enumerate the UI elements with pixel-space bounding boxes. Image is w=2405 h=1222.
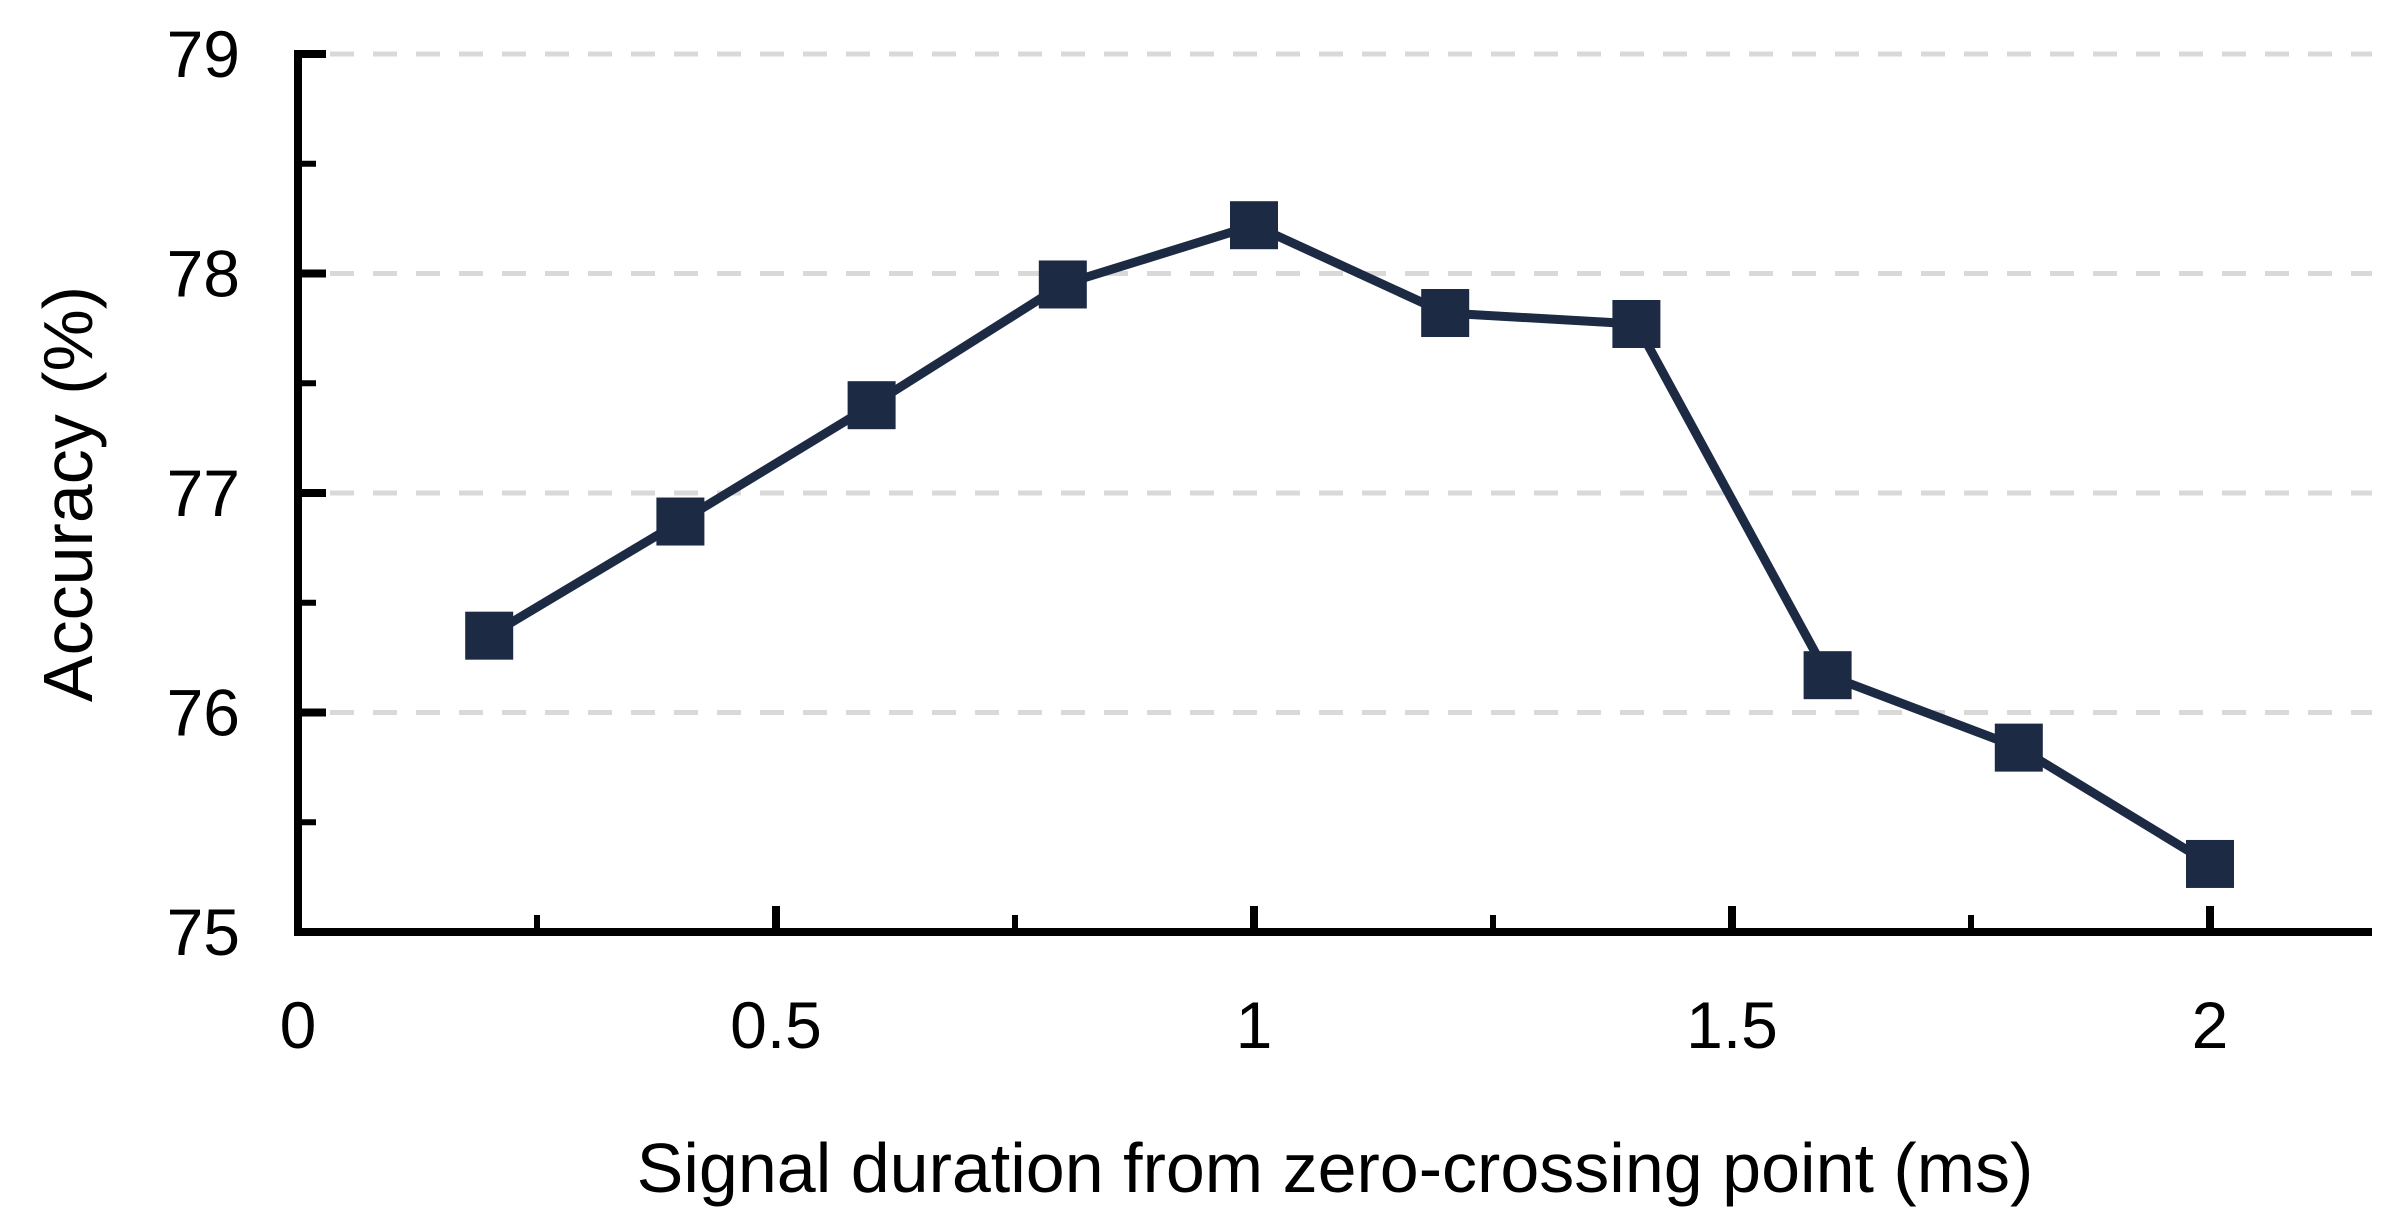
data-point-marker-1 xyxy=(1230,201,1278,250)
data-point-marker-1.4 xyxy=(1612,299,1661,348)
x-tick-label-2: 2 xyxy=(2192,988,2229,1062)
data-point-marker-0.6 xyxy=(847,381,896,430)
tick-labels-group: 75 76 77 78 79 0 0.5 1 1.5 2 xyxy=(167,17,2229,1062)
data-point-marker-0.2 xyxy=(465,611,514,660)
y-tick-label-79: 79 xyxy=(167,17,240,91)
data-point-marker-1.6 xyxy=(1803,651,1852,700)
data-series-group xyxy=(465,201,2234,888)
data-point-marker-1.2 xyxy=(1421,289,1470,338)
y-tick-label-77: 77 xyxy=(167,456,240,530)
y-tick-label-75: 75 xyxy=(167,895,240,969)
y-axis-title: Accuracy (%) xyxy=(29,286,107,702)
x-tick-label-1.5: 1.5 xyxy=(1686,988,1778,1062)
data-point-marker-1.8 xyxy=(1994,723,2043,772)
data-point-marker-0.4 xyxy=(656,497,705,546)
data-point-marker-2 xyxy=(2186,839,2234,888)
x-tick-label-0.5: 0.5 xyxy=(730,988,822,1062)
x-axis-title: Signal duration from zero-crossing point… xyxy=(637,1129,2034,1207)
ticks-group xyxy=(298,50,2214,932)
data-line xyxy=(486,220,2213,868)
x-tick-label-0: 0 xyxy=(280,988,317,1062)
x-tick-label-1: 1 xyxy=(1236,988,1273,1062)
gridlines-group xyxy=(330,51,2372,715)
y-tick-label-76: 76 xyxy=(167,676,240,750)
data-point-marker-0.8 xyxy=(1038,260,1087,309)
y-tick-label-78: 78 xyxy=(167,237,240,311)
